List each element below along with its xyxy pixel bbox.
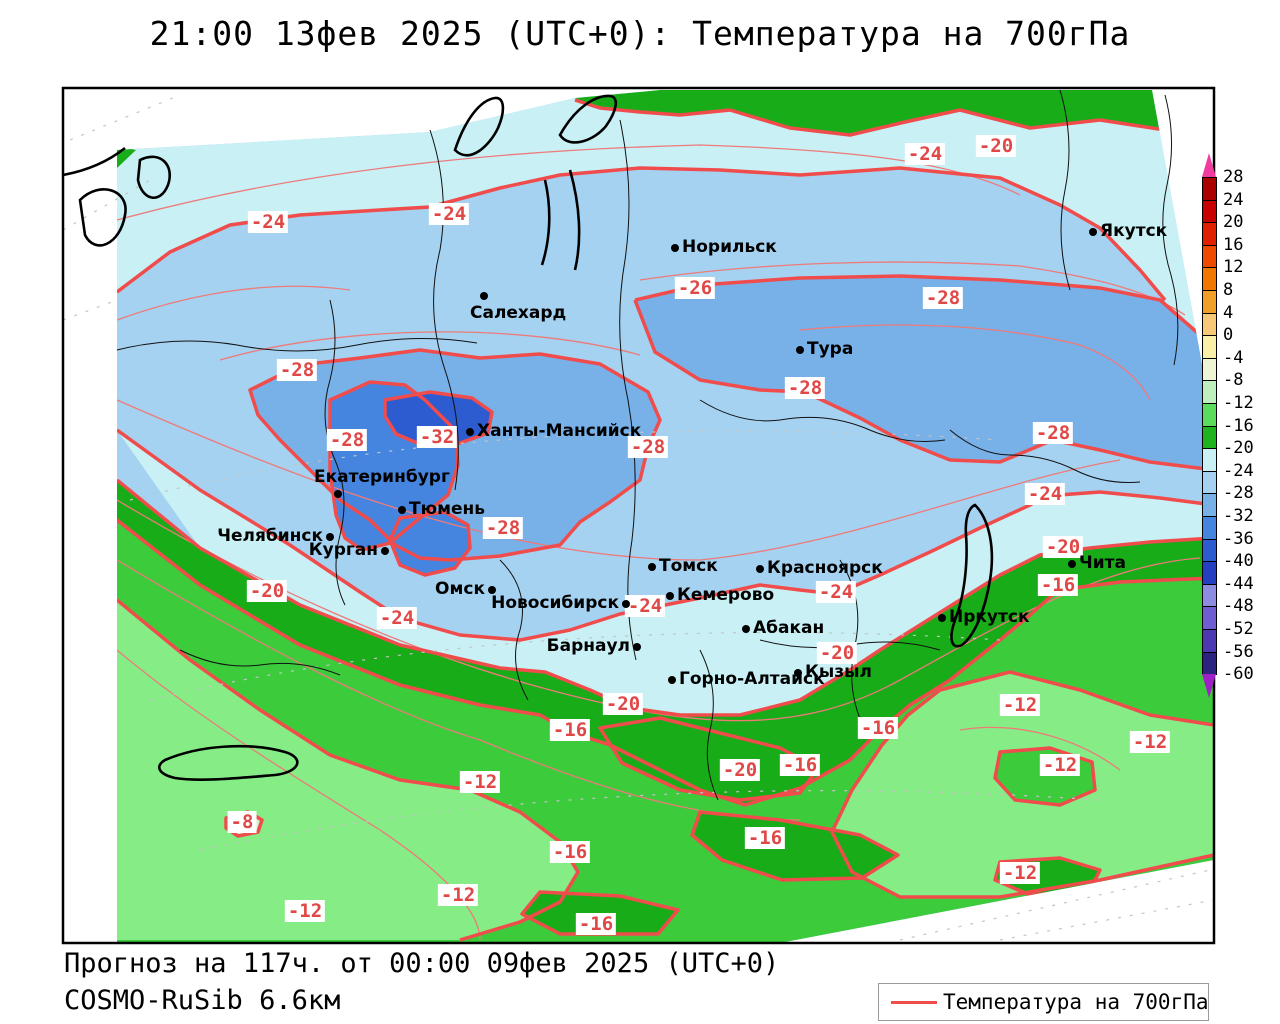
colorbar-cell (1202, 222, 1217, 246)
colorbar-cell (1202, 651, 1217, 676)
colorbar-cell (1202, 516, 1217, 540)
colorbar-tick: -40 (1223, 551, 1254, 572)
coastlines (64, 94, 994, 781)
colorbar-cell (1202, 606, 1217, 630)
colorbar-cell (1202, 493, 1217, 517)
band-mid-blue-east (635, 276, 1214, 470)
band-deep-blue-core (385, 392, 492, 445)
colorbar-tick: -28 (1223, 483, 1254, 504)
band-green-light-sw (117, 600, 578, 940)
colorbar-tick: -24 (1223, 460, 1254, 481)
graticule-lines (64, 94, 1213, 941)
colorbar-tick: -16 (1223, 415, 1254, 436)
colorbar-arrow-up (1202, 153, 1216, 177)
colorbar-tick: 20 (1223, 212, 1244, 233)
colorbar-cell (1202, 312, 1217, 337)
colorbar-tick: -56 (1223, 641, 1254, 662)
colorbar-tick: 28 (1223, 167, 1244, 187)
colorbar-tick: -32 (1223, 506, 1254, 526)
colorbar-tick: -48 (1223, 596, 1254, 617)
legend-label: Температура на 700гПа (943, 990, 1209, 1014)
colorbar-tick: -36 (1223, 528, 1254, 549)
colorbar-arrow-down (1202, 674, 1216, 699)
colorbar-cell (1202, 583, 1217, 608)
green-island-1 (600, 718, 818, 800)
colorbar-tick: -44 (1223, 573, 1254, 594)
colorbar-cell (1202, 267, 1217, 291)
forecast-info: Прогноз на 117ч. от 00:00 09фев 2025 (UT… (64, 948, 780, 979)
band-pale-cyan-north (117, 90, 1214, 430)
colorbar-tick: 8 (1223, 280, 1234, 300)
colorbar-cell (1202, 470, 1217, 495)
colorbar-cell (1202, 403, 1217, 427)
colorbar-tick: 16 (1223, 234, 1244, 255)
colorbar-cell (1202, 335, 1217, 359)
thin-contours (117, 144, 1201, 941)
colorbar-cell (1202, 629, 1217, 653)
colorbar-cell (1202, 448, 1217, 472)
colorbar-tick: -12 (1223, 393, 1254, 413)
colorbar-tick: 0 (1223, 325, 1234, 346)
colorbar-cell (1202, 380, 1217, 404)
colorbar-cell (1202, 425, 1217, 450)
colorbar-tick: 4 (1223, 302, 1234, 323)
colorbar-cell (1202, 199, 1217, 224)
colorbar-cell (1202, 177, 1217, 201)
colorbar-tick: -8 (1223, 370, 1244, 391)
colorbar-cell (1202, 538, 1217, 563)
model-info: COSMO-RuSib 6.6км (64, 985, 341, 1016)
legend-box: Температура на 700гПа (878, 983, 1209, 1021)
colorbar-tick: 24 (1223, 189, 1244, 210)
band-pale-cyan-south (117, 430, 1214, 715)
colorbar-tick: -52 (1223, 619, 1254, 639)
colorbar-tick: -60 (1223, 664, 1254, 685)
page-title: 21:00 13фев 2025 (UTC+0): Температура на… (149, 14, 1131, 53)
colorbar-cell (1202, 357, 1217, 382)
legend-line-sample (891, 1000, 937, 1004)
colorbar-cell (1202, 561, 1217, 585)
colorbar-tick: 12 (1223, 257, 1244, 278)
colorbar-cell (1202, 290, 1217, 314)
colorbar-cell (1202, 244, 1217, 269)
colorbar-tick: -4 (1223, 347, 1244, 368)
region-borders (116, 89, 1179, 801)
colorbar-tick: -20 (1223, 438, 1254, 459)
